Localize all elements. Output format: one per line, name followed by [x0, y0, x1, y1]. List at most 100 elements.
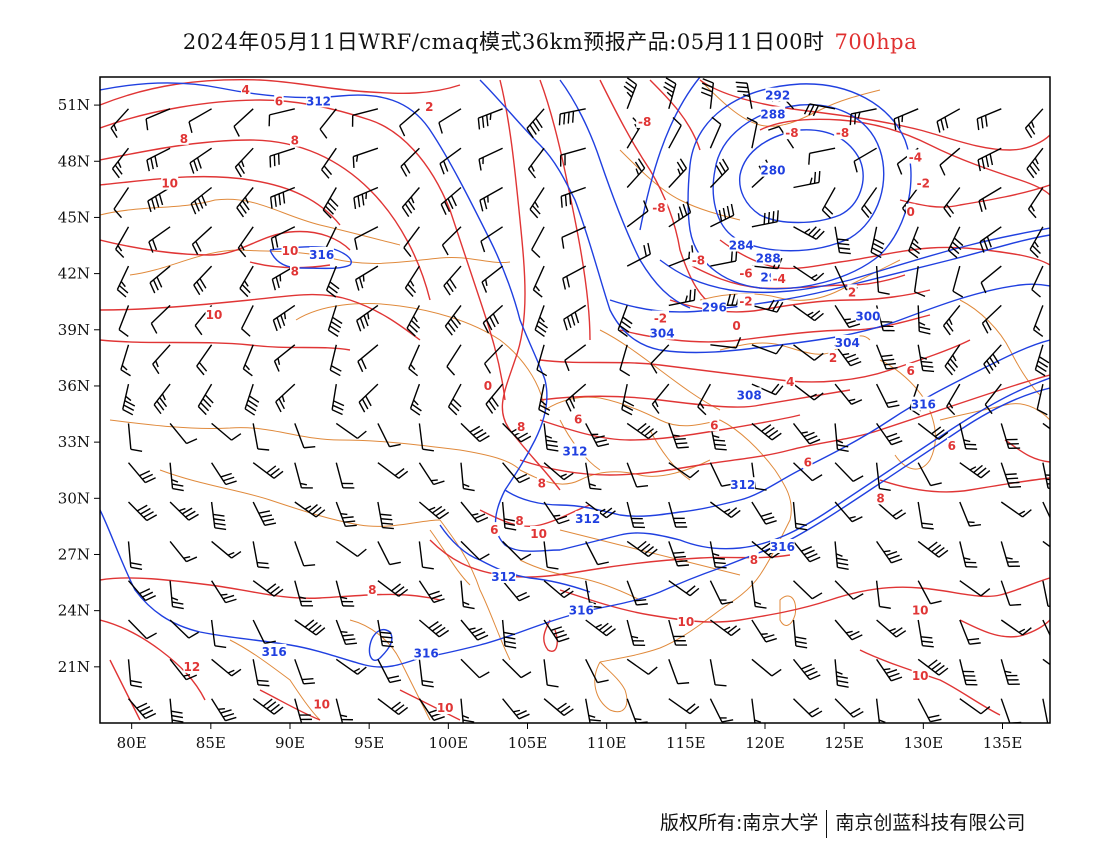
wind-barb	[446, 344, 462, 376]
wind-barb	[169, 698, 184, 723]
wind-barb	[917, 462, 942, 487]
latitude-axis: 51N 48N 45N 42N 39N 36N 33N 30N 27N 24N 21N	[58, 96, 100, 676]
wind-barb	[668, 698, 700, 715]
temperature-label: -8	[836, 126, 849, 140]
temperature-label-bg	[690, 252, 707, 267]
wind-barb	[211, 658, 242, 677]
temperature-label: -4	[909, 151, 922, 165]
height-label: 300	[855, 310, 880, 324]
temperature-label: 10	[530, 527, 547, 541]
height-label: 288	[756, 252, 781, 266]
wind-barb	[626, 158, 646, 188]
temperature-label: 0	[732, 319, 740, 333]
wind-barb	[793, 304, 824, 322]
lat-tick-label: 21N	[58, 658, 90, 676]
height-label-bg	[569, 602, 594, 617]
wind-barb	[808, 147, 836, 165]
title-main: 2024年05月11日WRF/cmaq模式36km预报产品:05月11日00时	[182, 30, 825, 54]
wind-barb	[404, 265, 420, 297]
temperature-label: 10	[912, 604, 929, 618]
wind-barb	[917, 540, 949, 558]
wind-barb	[252, 619, 276, 645]
wind-barb	[335, 422, 367, 439]
temperature-label-bg	[530, 525, 548, 540]
wind-barb	[1042, 501, 1050, 526]
wind-barb	[275, 383, 296, 413]
wind-barb	[502, 658, 532, 679]
lat-tick-label: 48N	[58, 152, 90, 170]
wind-barb	[190, 186, 213, 215]
temperature-label-bg	[834, 125, 852, 140]
temperature-label-bg	[573, 411, 583, 426]
wind-barb	[543, 423, 559, 452]
temperature-label: 6	[906, 364, 914, 378]
lat-tick-label: 51N	[58, 96, 90, 114]
wind-barb	[197, 383, 214, 416]
wind-barb	[913, 266, 926, 297]
wind-barb	[870, 226, 885, 259]
height-label: 304	[650, 327, 675, 341]
wind-barb	[668, 288, 696, 307]
wind-barb	[335, 658, 367, 675]
lat-tick-label: 36N	[58, 377, 90, 395]
wind-barb	[418, 423, 434, 452]
longitude-axis: 80E 85E 90E 95E 100E 105E 110E 115E 120E 125E 130E…	[117, 723, 1022, 752]
wind-barb	[543, 541, 559, 570]
temperature-label: 4	[241, 83, 249, 97]
wind-barb	[169, 619, 199, 639]
lon-tick-label: 115E	[666, 734, 706, 752]
temperature-label-bg	[636, 113, 654, 128]
wind-barb	[269, 147, 296, 168]
wind-barb	[834, 619, 863, 641]
height-label: 296	[702, 300, 727, 314]
wind-barb	[619, 344, 631, 377]
temperature-label: 2	[848, 285, 856, 299]
temperature-label-bg	[424, 98, 435, 113]
temperature-label-bg	[947, 437, 957, 452]
temperature-label-bg	[290, 132, 300, 147]
wind-barb	[792, 501, 808, 531]
wind-barb	[418, 541, 434, 570]
wind-barb	[585, 423, 610, 448]
wind-barb	[147, 186, 171, 213]
wind-barb	[939, 147, 961, 176]
wind-barb	[294, 423, 316, 449]
wind-barb	[377, 619, 394, 648]
wind-barb	[443, 265, 462, 296]
height-label-bg	[760, 162, 786, 177]
temperature-label: -4	[773, 272, 786, 286]
wind-barb	[418, 619, 450, 638]
wind-barb	[116, 265, 130, 298]
wind-barb	[793, 383, 824, 401]
wind-barb	[959, 698, 991, 715]
temperature-label: 8	[750, 553, 758, 567]
wind-barb	[191, 226, 213, 255]
wind-barb	[534, 305, 548, 337]
wind-barb	[153, 383, 171, 415]
wind-barb	[460, 658, 490, 679]
lat-tick-label: 45N	[58, 208, 90, 226]
temperature-label: 10	[206, 308, 223, 322]
wind-barb	[501, 619, 517, 649]
temperature-label: 10	[437, 701, 454, 715]
wind-barb	[460, 501, 489, 523]
wind-barb	[127, 698, 157, 720]
wind-barb	[484, 344, 504, 374]
wind-barb	[237, 226, 254, 258]
temperature-label: 8	[291, 134, 299, 148]
wind-barb	[127, 619, 157, 640]
wind-barb	[252, 423, 270, 451]
temperature-label-bg	[803, 454, 813, 469]
wind-barb	[252, 580, 284, 597]
temperature-label: -2	[654, 312, 667, 326]
wind-barb	[269, 186, 296, 209]
wind-barb	[1000, 659, 1020, 686]
wind-barb	[441, 226, 462, 256]
wind-barb	[585, 619, 616, 637]
wind-barb	[127, 462, 156, 484]
wind-barb	[377, 541, 401, 566]
wind-barb	[406, 305, 421, 337]
temperature-label: 10	[912, 669, 929, 683]
wind-barb	[585, 462, 602, 491]
